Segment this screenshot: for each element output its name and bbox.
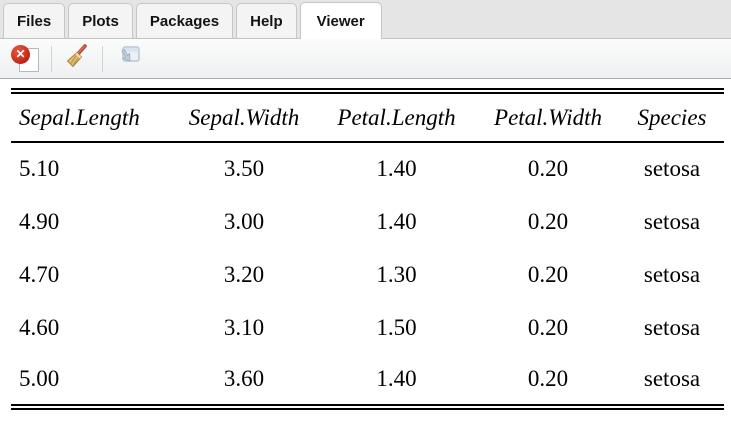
table-row: 5.10 3.50 1.40 0.20 setosa [11,142,724,195]
table-row: 4.70 3.20 1.30 0.20 setosa [11,248,724,301]
broom-icon [64,43,90,74]
cell-sepal-width: 3.00 [223,208,265,234]
column-header-sepal-width: Sepal.Width [171,91,317,143]
cell-petal-length: 1.30 [376,261,417,287]
cell-sepal-length: 4.90 [19,208,60,234]
cell-petal-length: 1.50 [376,314,417,340]
pane-tabbar: Files Plots Packages Help Viewer [0,0,731,39]
cell-sepal-width: 3.10 [223,314,265,340]
column-header-petal-width: Petal.Width [476,91,620,143]
header-row: Sepal.Length Sepal.Width Petal.Length Pe… [11,91,724,143]
tab-plots[interactable]: Plots [68,3,133,38]
column-header-sepal-length: Sepal.Length [11,91,171,143]
cell-sepal-length: 4.70 [19,261,60,287]
column-header-species: Species [620,91,724,143]
viewer-toolbar: ✕ [0,39,731,79]
cell-sepal-length: 4.60 [19,314,60,340]
cell-petal-length: 1.40 [376,156,417,181]
toolbar-separator [102,45,103,72]
cell-petal-width: 0.20 [527,261,569,287]
cell-petal-width: 0.20 [527,314,569,340]
cell-sepal-length: 5.00 [19,366,60,391]
open-in-new-window-icon [114,44,142,73]
cell-species: setosa [643,366,701,391]
remove-viewer-item-button[interactable]: ✕ [10,43,42,75]
cell-sepal-length: 5.10 [19,156,60,181]
tab-packages[interactable]: Packages [135,3,234,38]
table-row: 4.90 3.00 1.40 0.20 setosa [11,195,724,248]
cell-petal-length: 1.40 [376,366,417,391]
cell-species: setosa [643,314,701,340]
cell-species: setosa [643,208,701,234]
iris-table: Sepal.Length Sepal.Width Petal.Length Pe… [11,88,724,410]
cell-species: setosa [643,261,701,287]
cell-petal-width: 0.20 [527,156,569,181]
cell-sepal-width: 3.60 [223,366,265,391]
cell-sepal-width: 3.20 [223,261,265,287]
viewer-content: Sepal.Length Sepal.Width Petal.Length Pe… [0,79,731,433]
open-in-new-window-button[interactable] [112,43,144,75]
toolbar-separator [51,45,52,72]
table-row: 4.60 3.10 1.50 0.20 setosa [11,301,724,354]
clear-all-viewer-button[interactable] [61,43,93,75]
cell-sepal-width: 3.50 [223,156,265,181]
cell-petal-width: 0.20 [527,208,569,234]
column-header-petal-length: Petal.Length [317,91,476,143]
tab-files[interactable]: Files [3,3,66,38]
cell-species: setosa [643,156,701,181]
tab-viewer[interactable]: Viewer [299,2,382,39]
remove-x-icon: ✕ [11,44,30,64]
cell-petal-length: 1.40 [376,208,417,234]
tab-help[interactable]: Help [236,3,297,38]
cell-petal-width: 0.20 [527,366,569,391]
table-row: 5.00 3.60 1.40 0.20 setosa [11,354,724,407]
